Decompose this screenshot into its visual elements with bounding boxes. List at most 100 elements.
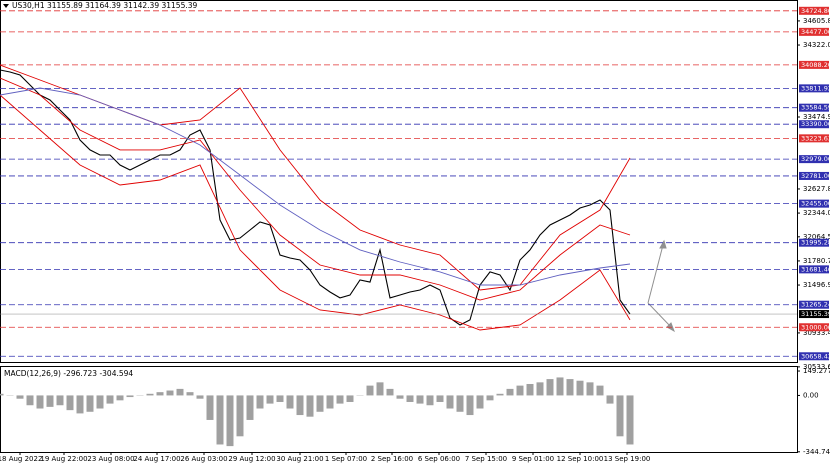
macd-bar bbox=[246, 395, 254, 420]
macd-bar bbox=[206, 395, 214, 420]
y-tick-label: 31780.70 bbox=[803, 257, 830, 265]
macd-bar bbox=[276, 395, 284, 402]
macd-bar bbox=[396, 395, 404, 399]
level-label: 34724.80 bbox=[801, 7, 830, 15]
macd-bar bbox=[596, 385, 604, 396]
x-tick-label: 30 Aug 21:00 bbox=[276, 455, 323, 463]
macd-bar bbox=[96, 395, 104, 409]
x-tick-label: 18 Aug 2022 bbox=[0, 455, 42, 463]
macd-bar bbox=[146, 393, 154, 396]
indicator-line bbox=[0, 87, 631, 286]
level-label: 32455.00 bbox=[801, 200, 830, 208]
level-label: 31000.00 bbox=[801, 323, 830, 331]
arrow-up bbox=[647, 244, 664, 304]
macd-bar bbox=[266, 395, 274, 404]
macd-bar bbox=[176, 388, 184, 396]
macd-bar bbox=[36, 395, 44, 409]
macd-bar bbox=[226, 395, 234, 447]
x-tick-label: 1 Sep 07:00 bbox=[325, 455, 367, 463]
macd-bar bbox=[386, 388, 394, 396]
macd-bar bbox=[306, 395, 314, 417]
y-tick-label: 32627.80 bbox=[803, 185, 830, 193]
macd-bar bbox=[56, 395, 64, 406]
arrow-head bbox=[659, 239, 667, 249]
x-tick-label: 24 Aug 17:00 bbox=[133, 455, 180, 463]
y-tick-label: 34605.80 bbox=[803, 17, 830, 25]
indicator-line bbox=[0, 77, 631, 301]
level-label: 33223.63 bbox=[801, 134, 830, 142]
macd-bar bbox=[426, 395, 434, 406]
macd-bar bbox=[326, 395, 334, 409]
macd-bar bbox=[216, 395, 224, 445]
macd-bar bbox=[616, 395, 624, 437]
macd-bar bbox=[446, 395, 454, 409]
macd-bar bbox=[336, 395, 344, 404]
x-tick-label: 26 Aug 03:00 bbox=[180, 455, 227, 463]
x-tick-label: 19 Aug 22:00 bbox=[40, 455, 87, 463]
macd-panel bbox=[0, 366, 798, 453]
level-label: 32781.00 bbox=[801, 172, 830, 180]
x-tick-label: 9 Sep 01:00 bbox=[512, 455, 554, 463]
macd-bar bbox=[486, 395, 494, 401]
level-label: 33811.92 bbox=[801, 84, 830, 92]
macd-bar bbox=[0, 393, 4, 396]
level-tag bbox=[799, 199, 829, 208]
x-tick-label: 13 Sep 19:00 bbox=[604, 455, 651, 463]
macd-bar bbox=[546, 379, 554, 396]
chart-title: US30,H1 31155.89 31164.39 31142.39 31155… bbox=[12, 1, 197, 10]
level-tag bbox=[799, 103, 829, 112]
y-tick-label: 30533.60 bbox=[803, 363, 830, 371]
level-tag bbox=[799, 300, 829, 309]
y-tick-label: 0.00 bbox=[803, 391, 819, 399]
macd-bar bbox=[606, 395, 614, 404]
macd-bar bbox=[106, 395, 114, 404]
level-label: 30658.42 bbox=[801, 352, 830, 360]
macd-bar bbox=[496, 393, 504, 396]
level-tag bbox=[799, 155, 829, 164]
macd-bar bbox=[46, 395, 54, 407]
macd-title: MACD(12,26,9) -296.723 -304.594 bbox=[4, 369, 133, 378]
level-tag bbox=[799, 171, 829, 180]
symbol-icon bbox=[3, 4, 9, 8]
macd-bar bbox=[516, 385, 524, 396]
macd-bar bbox=[286, 395, 294, 409]
macd-bar bbox=[156, 392, 164, 396]
macd-bar bbox=[256, 395, 264, 409]
x-tick-label: 7 Sep 15:00 bbox=[465, 455, 507, 463]
macd-bar bbox=[66, 395, 74, 411]
y-tick-label: 32064.50 bbox=[803, 233, 830, 241]
macd-bar bbox=[366, 385, 374, 396]
y-tick-label: 33474.90 bbox=[803, 113, 830, 121]
macd-bar bbox=[406, 395, 414, 402]
macd-bar bbox=[506, 388, 514, 396]
y-tick-label: 34322.00 bbox=[803, 41, 830, 49]
level-tag bbox=[799, 60, 829, 69]
level-label: 31995.28 bbox=[801, 239, 830, 247]
y-tick-label: 149.277 bbox=[803, 367, 830, 375]
indicator-line bbox=[0, 94, 631, 331]
level-tag bbox=[799, 323, 829, 332]
level-tag bbox=[799, 238, 829, 247]
macd-bar bbox=[416, 395, 424, 404]
macd-bar bbox=[236, 395, 244, 437]
x-tick-label: 23 Aug 08:00 bbox=[87, 455, 134, 463]
level-tag bbox=[799, 6, 829, 15]
macd-bar bbox=[526, 383, 534, 396]
x-tick-label: 29 Aug 12:00 bbox=[228, 455, 275, 463]
macd-bar bbox=[566, 379, 574, 396]
current-price-label: 31155.39 bbox=[801, 310, 830, 318]
level-label: 31265.24 bbox=[801, 301, 830, 309]
macd-bar bbox=[26, 395, 34, 406]
level-tag bbox=[799, 27, 829, 36]
level-tag bbox=[799, 352, 829, 361]
level-tag bbox=[799, 120, 829, 129]
macd-bar bbox=[476, 395, 484, 409]
level-tag bbox=[799, 134, 829, 143]
macd-bar bbox=[166, 390, 174, 396]
macd-bar bbox=[456, 395, 464, 412]
macd-bar bbox=[126, 395, 134, 398]
y-tick-label: 30933.40 bbox=[803, 329, 830, 337]
level-label: 34477.00 bbox=[801, 28, 830, 36]
macd-bar bbox=[346, 395, 354, 402]
